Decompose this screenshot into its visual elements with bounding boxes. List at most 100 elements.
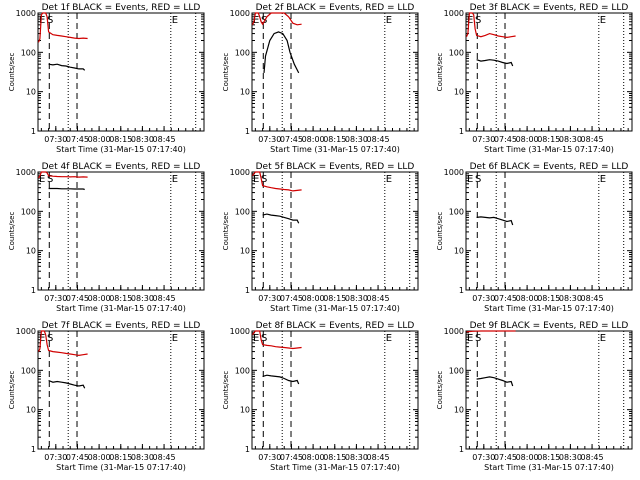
x-tick-label: 08:15: [537, 453, 560, 462]
events-series-line: [48, 63, 86, 71]
x-tick-label: 08:00: [88, 294, 111, 303]
x-tick-label: 07:45: [66, 135, 89, 144]
marker-label-e: E: [39, 333, 45, 344]
events-series-line: [262, 213, 300, 224]
marker-label-e: E: [39, 174, 45, 185]
panel-title: Det 3f BLACK = Events, RED = LLD: [470, 3, 629, 13]
x-tick-label: 08:00: [516, 294, 539, 303]
x-tick-label: 08:30: [559, 135, 582, 144]
marker-label-e: E: [600, 174, 606, 185]
panel-title: Det 6f BLACK = Events, RED = LLD: [470, 162, 629, 172]
marker-label-e: E: [253, 333, 259, 344]
x-tick-label: 07:45: [280, 294, 303, 303]
plot-frame: [37, 12, 205, 132]
x-tick-label: 07:30: [258, 294, 281, 303]
y-tick-label: 10: [26, 406, 36, 415]
x-tick-label: 08:45: [153, 453, 176, 462]
x-tick-label: 07:45: [66, 453, 89, 462]
x-tick-label: 07:30: [472, 294, 495, 303]
x-tick-label: 07:30: [472, 453, 495, 462]
marker-label-e: E: [600, 333, 606, 344]
y-tick-label: 1000: [16, 327, 36, 336]
y-tick-label: 10: [454, 88, 464, 97]
x-tick-label: 07:30: [44, 135, 67, 144]
y-tick-label: 100: [449, 366, 464, 375]
x-tick-label: 08:15: [537, 294, 560, 303]
y-tick-label: 1: [459, 286, 464, 295]
x-tick-label: 08:30: [559, 294, 582, 303]
y-tick-label: 100: [449, 207, 464, 216]
y-tick-label: 100: [235, 207, 250, 216]
x-tick-label: 08:30: [131, 135, 154, 144]
plot-frame: [465, 12, 633, 132]
y-axis-label: Counts/sec: [436, 212, 444, 251]
x-tick-label: 08:00: [302, 453, 325, 462]
lld-series-line: [37, 171, 88, 179]
x-tick-label: 08:00: [88, 453, 111, 462]
x-tick-label: 08:45: [581, 135, 604, 144]
y-tick-label: 100: [21, 207, 36, 216]
lld-series-line: [37, 12, 88, 43]
x-tick-label: 08:15: [109, 135, 132, 144]
marker-label-s: S: [47, 174, 53, 185]
plot-frame: [251, 12, 419, 132]
marker-label-e: E: [172, 333, 178, 344]
x-tick-label: 07:30: [44, 453, 67, 462]
y-tick-label: 1000: [444, 168, 464, 177]
x-tick-label: 08:30: [559, 453, 582, 462]
plot-frame: [465, 330, 633, 450]
x-tick-label: 07:30: [472, 135, 495, 144]
y-tick-label: 1: [31, 286, 36, 295]
lld-series-line: [252, 330, 302, 350]
x-tick-label: 08:30: [131, 453, 154, 462]
y-tick-label: 1: [31, 445, 36, 454]
y-tick-label: 1: [245, 445, 250, 454]
x-tick-label: 08:15: [323, 135, 346, 144]
x-tick-label: 08:45: [367, 294, 390, 303]
x-tick-label: 08:00: [302, 294, 325, 303]
y-tick-label: 10: [240, 247, 250, 256]
lld-series-line: [466, 330, 516, 333]
panel-title: Det 1f BLACK = Events, RED = LLD: [42, 3, 201, 13]
x-tick-label: 08:30: [345, 135, 368, 144]
x-axis-label: Start Time (31-Mar-15 07:17:40): [270, 463, 400, 472]
plot-frame: [251, 330, 419, 450]
marker-label-e: E: [386, 15, 392, 26]
x-tick-label: 08:30: [345, 294, 368, 303]
y-axis-label: Counts/sec: [436, 371, 444, 410]
marker-label-s: S: [47, 333, 53, 344]
lld-series-line: [37, 330, 88, 357]
x-tick-label: 08:45: [153, 135, 176, 144]
lld-series-line: [251, 12, 302, 26]
y-tick-label: 10: [240, 406, 250, 415]
x-axis-label: Start Time (31-Mar-15 07:17:40): [56, 145, 186, 154]
panel-title: Det 2f BLACK = Events, RED = LLD: [256, 3, 415, 13]
x-axis-label: Start Time (31-Mar-15 07:17:40): [56, 304, 186, 313]
y-tick-label: 1000: [230, 327, 250, 336]
x-tick-label: 08:15: [537, 135, 560, 144]
y-axis-label: Counts/sec: [8, 53, 16, 92]
marker-label-e: E: [386, 174, 392, 185]
x-tick-label: 07:30: [258, 453, 281, 462]
y-tick-label: 10: [454, 247, 464, 256]
y-tick-label: 1000: [444, 327, 464, 336]
y-axis-label: Counts/sec: [8, 371, 16, 410]
x-tick-label: 08:15: [323, 453, 346, 462]
marker-label-e: E: [467, 333, 473, 344]
x-tick-label: 07:45: [66, 294, 89, 303]
y-tick-label: 100: [235, 48, 250, 57]
x-axis-label: Start Time (31-Mar-15 07:17:40): [484, 463, 614, 472]
events-series-line: [262, 374, 300, 385]
y-tick-label: 10: [26, 247, 36, 256]
y-tick-label: 1: [245, 127, 250, 136]
marker-label-e: E: [386, 333, 392, 344]
events-series-line: [476, 59, 514, 67]
x-tick-label: 08:00: [302, 135, 325, 144]
panel-title: Det 5f BLACK = Events, RED = LLD: [256, 162, 415, 172]
y-tick-label: 1000: [444, 9, 464, 18]
y-tick-label: 1: [245, 286, 250, 295]
x-axis-label: Start Time (31-Mar-15 07:17:40): [270, 145, 400, 154]
plot-frame: [37, 171, 205, 291]
marker-label-s: S: [475, 15, 481, 26]
